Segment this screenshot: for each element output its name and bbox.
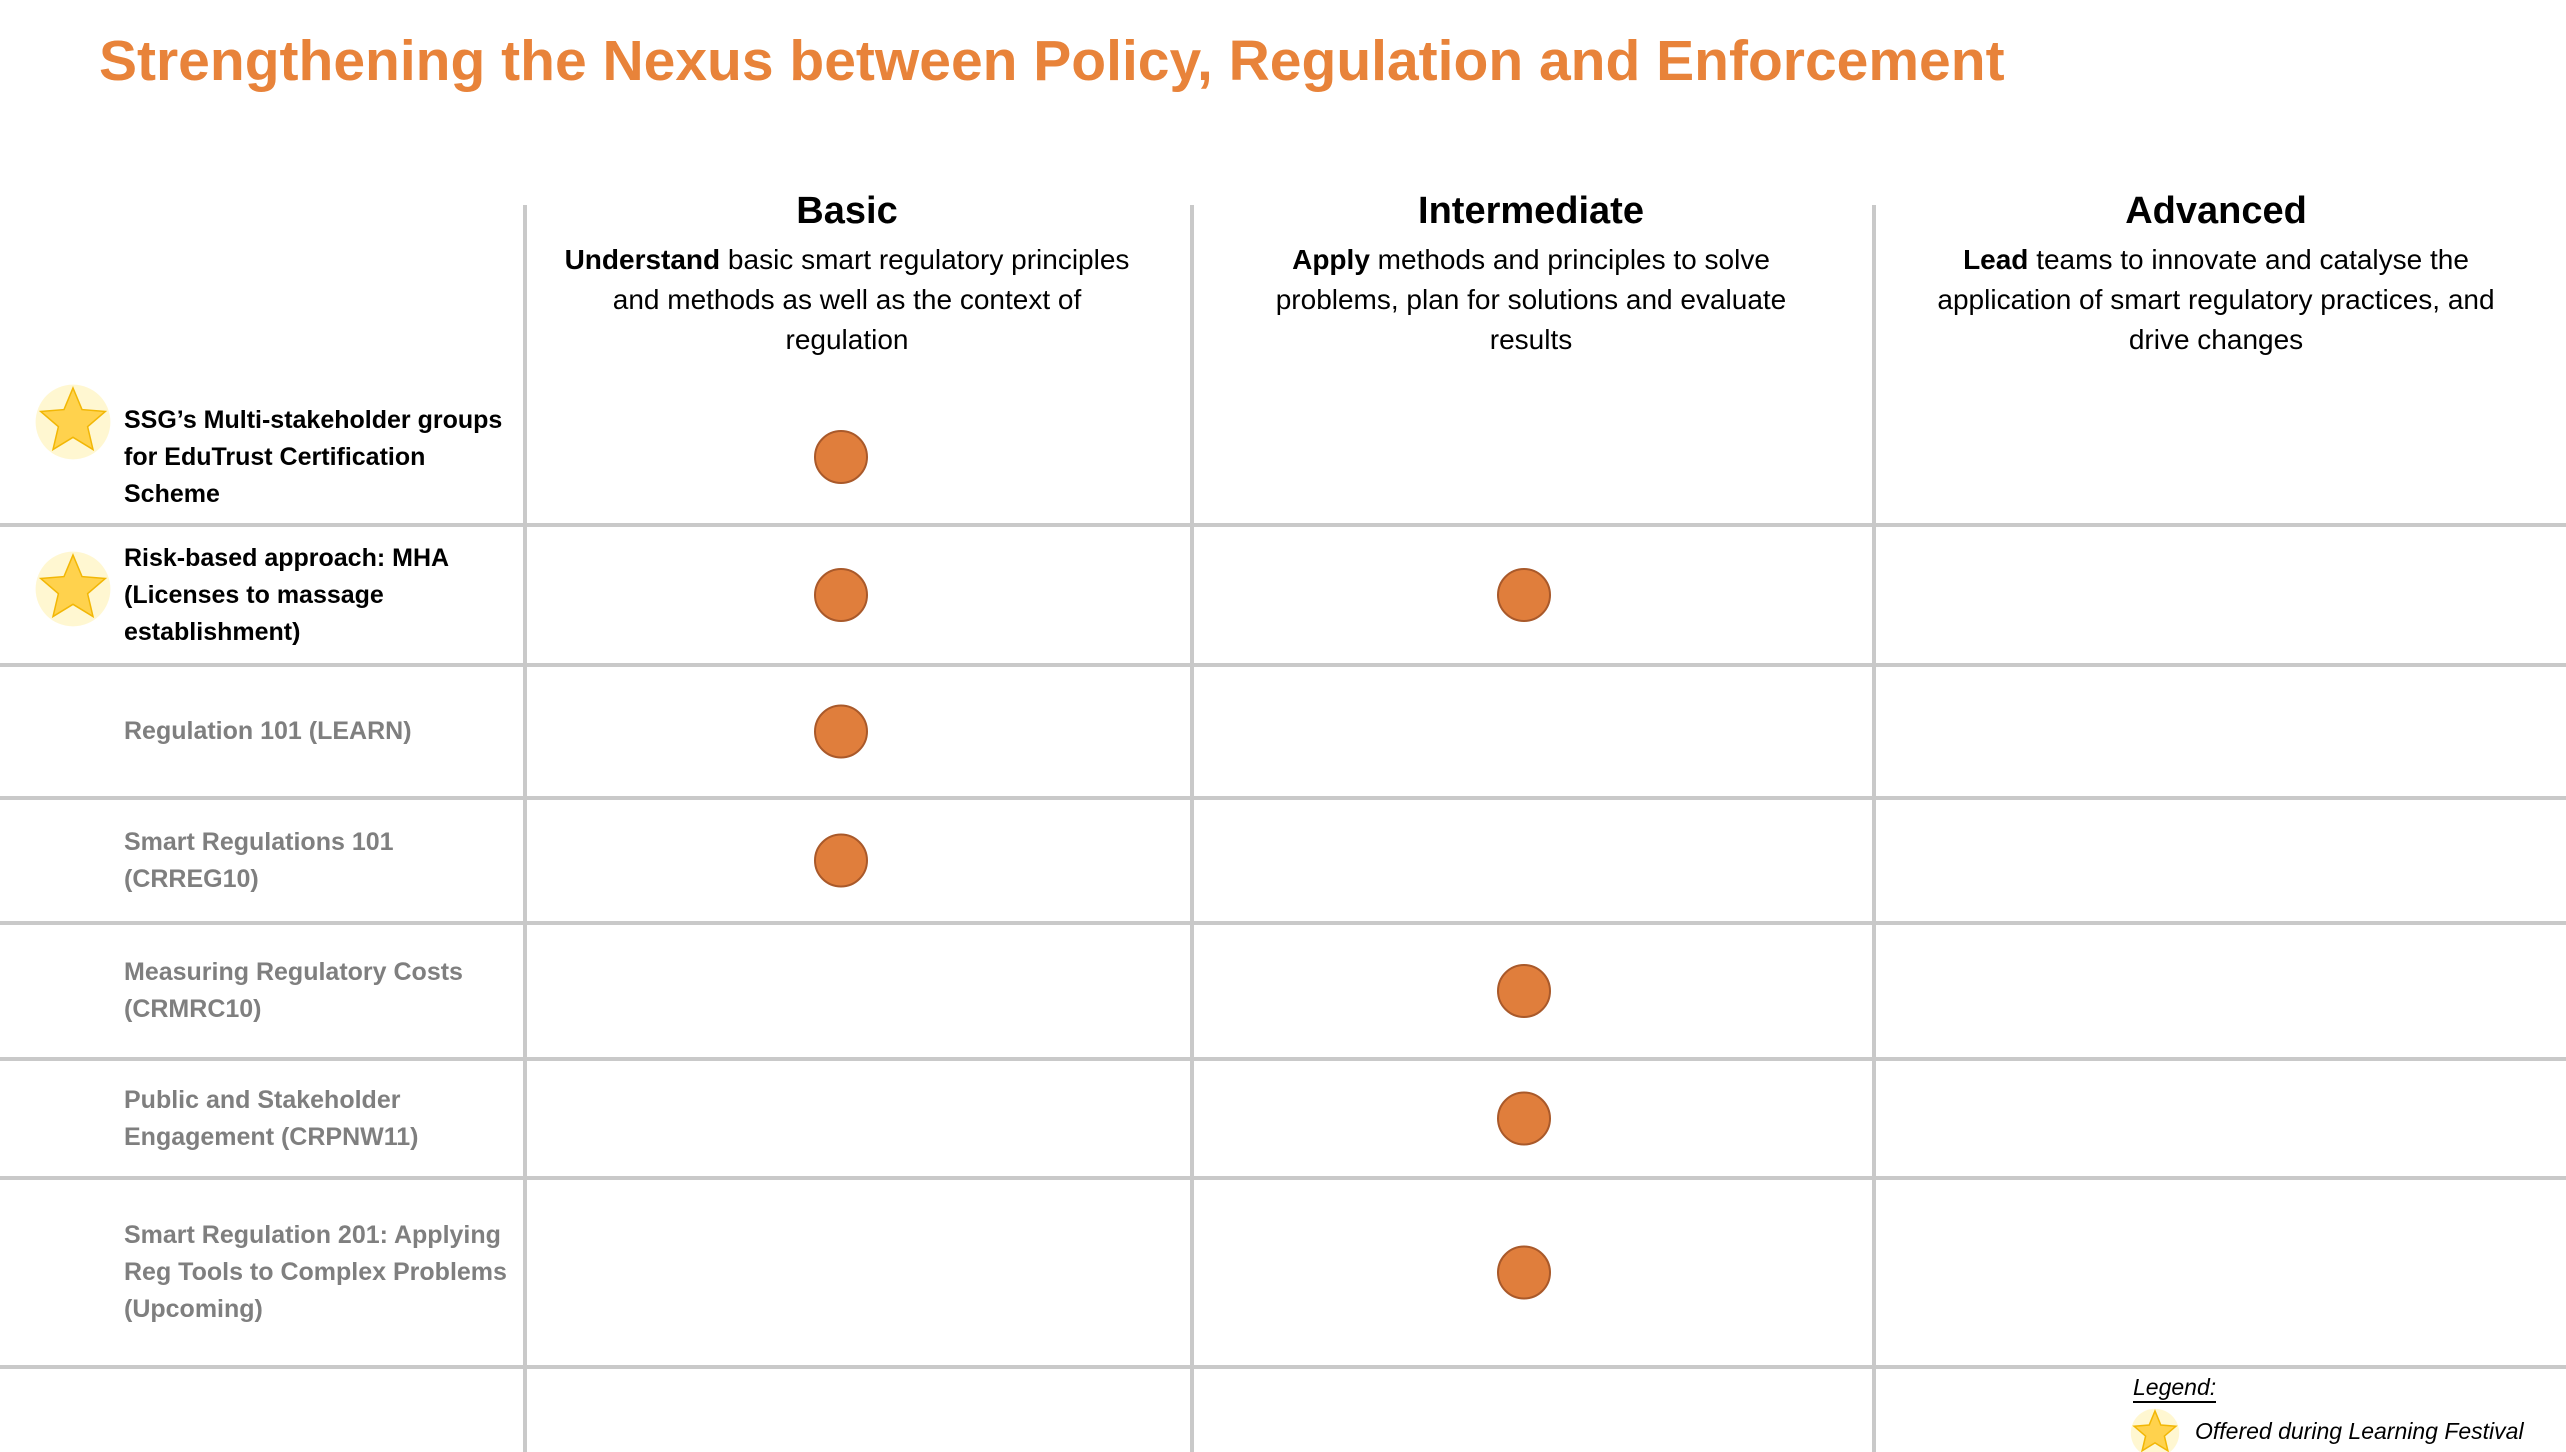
level-dot — [1497, 1091, 1551, 1146]
column-text: methods and principles to solve problems… — [1275, 244, 1787, 355]
level-dot — [1497, 1245, 1551, 1300]
star-icon — [2132, 1409, 2178, 1452]
row-label: Measuring Regulatory Costs (CRMRC10) — [124, 958, 463, 1023]
row-label: SSG’s Multi-stakeholder groups for EduTr… — [124, 405, 503, 508]
column-description: Understand basic smart regulatory princi… — [557, 240, 1137, 360]
level-dot — [814, 430, 868, 484]
level-dot — [814, 704, 868, 759]
level-dot — [814, 833, 868, 888]
level-dot — [1497, 568, 1551, 622]
star-icon — [38, 386, 108, 452]
legend-entry: Offered during Learning Festival — [2195, 1418, 2524, 1444]
row-label: Public and Stakeholder Engagement (CRPNW… — [124, 1085, 419, 1151]
level-dot — [1497, 964, 1551, 1018]
column-name: Advanced — [2125, 190, 2307, 232]
column-text: basic smart regulatory principles and me… — [612, 244, 1130, 355]
row-label: Smart Regulation 201: Applying Reg Tools… — [124, 1221, 507, 1323]
level-dot — [814, 568, 868, 622]
column-name: Basic — [796, 190, 898, 232]
column-lead: Lead — [1963, 244, 2029, 275]
column-description: Apply methods and principles to solve pr… — [1241, 240, 1821, 360]
title: Strengthening the Nexus between Policy, … — [99, 29, 2005, 93]
row-label: Regulation 101 (LEARN) — [124, 717, 412, 745]
star-icon — [38, 553, 108, 619]
column-lead: Apply — [1292, 244, 1370, 275]
column-text: teams to innovate and catalyse the appli… — [1937, 244, 2495, 355]
row-label: Risk-based approach: MHA (Licenses to ma… — [124, 543, 449, 646]
column-name: Intermediate — [1418, 190, 1644, 232]
legend-title: Legend: — [2133, 1374, 2217, 1403]
column-description: Lead teams to innovate and catalyse the … — [1926, 240, 2506, 360]
row-label: Smart Regulations 101 (CRREG10) — [124, 827, 394, 893]
column-lead: Understand — [564, 244, 721, 275]
